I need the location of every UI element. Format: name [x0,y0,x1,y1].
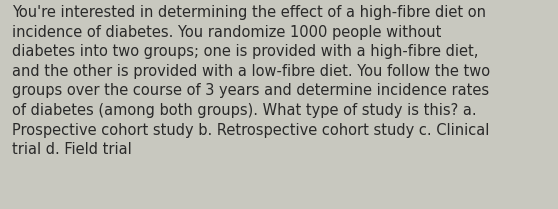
Text: You're interested in determining the effect of a high-fibre diet on
incidence of: You're interested in determining the eff… [12,5,490,157]
